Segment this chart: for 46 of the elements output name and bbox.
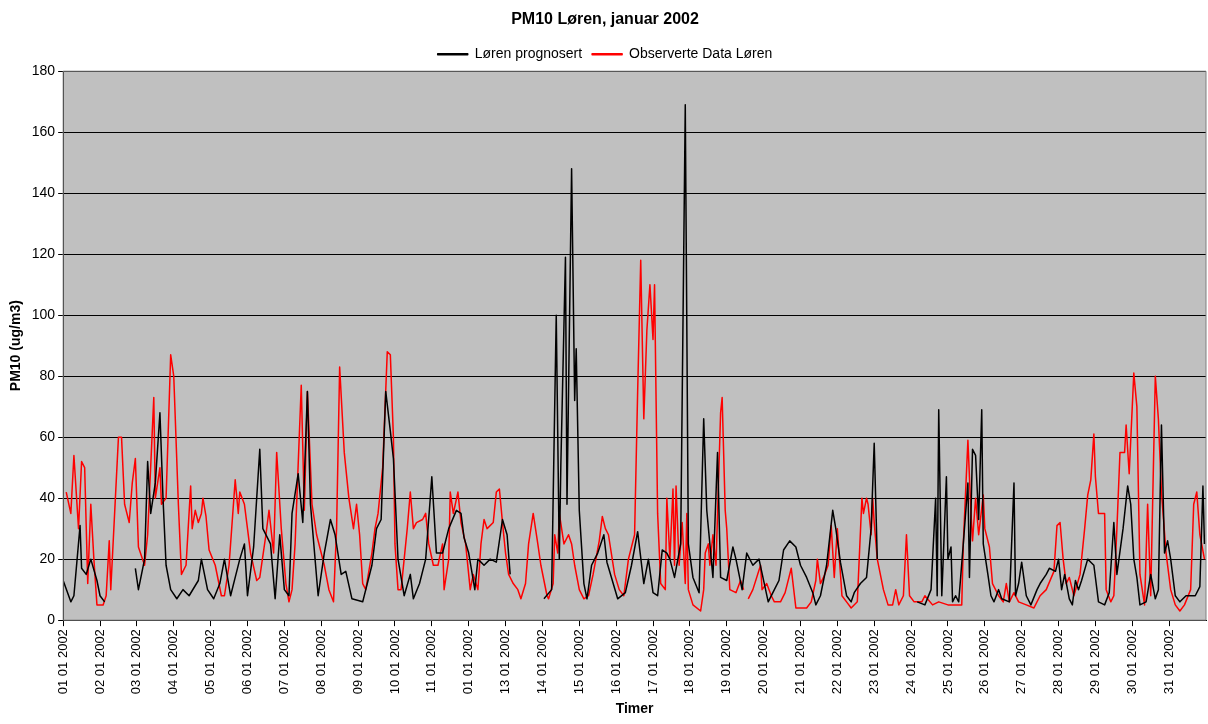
x-tick-label: 24 01 2002 <box>902 629 918 695</box>
x-tick-label: 01 01 2002 <box>460 629 476 695</box>
x-tick-label: 17 01 2002 <box>644 629 660 695</box>
y-tick-label: 60 <box>39 428 56 445</box>
y-tick-label: 180 <box>31 62 56 79</box>
y-tick-label: 140 <box>31 184 56 201</box>
x-tick-label: 31 01 2002 <box>1160 629 1176 695</box>
x-tick-label: 04 01 2002 <box>165 629 181 695</box>
x-tick-label: 01 01 2002 <box>54 629 70 695</box>
legend-label: Observerte Data Løren <box>629 45 773 62</box>
y-tick-label: 80 <box>39 367 56 384</box>
x-tick-label: 18 01 2002 <box>681 629 697 695</box>
x-tick-label: 16 01 2002 <box>607 629 623 695</box>
x-tick-label: 11 01 2002 <box>423 629 439 694</box>
legend-label: Løren prognosert <box>474 45 583 62</box>
x-tick-label: 26 01 2002 <box>976 629 992 695</box>
x-tick-label: 08 01 2002 <box>312 629 328 695</box>
x-tick-label: 06 01 2002 <box>239 629 255 695</box>
x-tick-label: 10 01 2002 <box>386 629 402 695</box>
y-tick-label: 40 <box>39 489 56 506</box>
x-tick-label: 22 01 2002 <box>828 629 844 695</box>
x-tick-label: 03 01 2002 <box>128 629 144 695</box>
y-tick-label: 120 <box>31 245 56 262</box>
x-tick-label: 14 01 2002 <box>533 629 549 695</box>
x-tick-label: 29 01 2002 <box>1086 629 1102 695</box>
x-tick-label: 21 01 2002 <box>792 629 808 695</box>
x-tick-label: 15 01 2002 <box>570 629 586 695</box>
x-tick-label: 02 01 2002 <box>91 629 107 695</box>
y-axis-title: PM10 (ug/m3) <box>7 300 24 392</box>
y-tick-label: 100 <box>31 306 56 323</box>
x-tick-label: 25 01 2002 <box>939 629 955 695</box>
x-tick-label: 23 01 2002 <box>865 629 881 695</box>
x-tick-label: 27 01 2002 <box>1013 629 1029 695</box>
x-tick-label: 19 01 2002 <box>718 629 734 695</box>
x-axis-title: Timer <box>615 700 655 717</box>
chart-title: PM10 Løren, januar 2002 <box>511 10 699 28</box>
x-tick-label: 20 01 2002 <box>755 629 771 695</box>
y-tick-label: 0 <box>47 611 56 627</box>
x-tick-label: 05 01 2002 <box>202 629 218 695</box>
x-tick-label: 13 01 2002 <box>497 629 513 695</box>
y-tick-label: 20 <box>39 550 56 566</box>
y-tick-label: 160 <box>31 123 56 140</box>
x-tick-label: 07 01 2002 <box>275 629 291 695</box>
x-tick-label: 28 01 2002 <box>1050 629 1066 695</box>
x-tick-label: 09 01 2002 <box>349 629 365 695</box>
x-tick-label: 30 01 2002 <box>1123 629 1139 695</box>
